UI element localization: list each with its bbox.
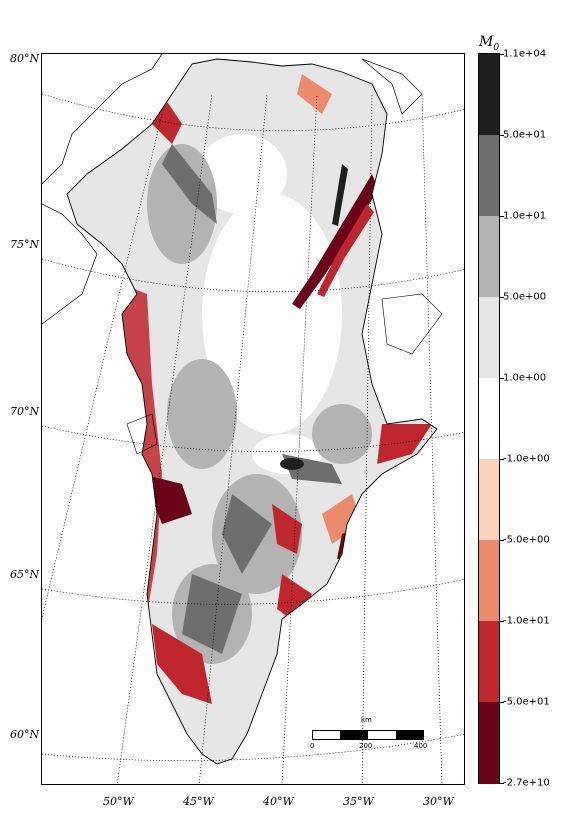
lat-label-75: 75°N [10, 238, 40, 251]
colorbar-tick-label: 1.0e+00 [503, 372, 547, 384]
colorbar-tick-label: 1.1e+04 [503, 48, 547, 60]
colorbar-tickmark [500, 135, 504, 136]
colorbar-tickmark [500, 459, 504, 460]
scale-unit: km [361, 716, 372, 724]
colorbar-tickmark [500, 216, 504, 217]
colorbar-segment [479, 216, 499, 298]
canada-coast [42, 54, 163, 185]
colorbar-segment [479, 702, 499, 784]
lat-label-65: 65°N [10, 568, 40, 581]
colorbar-segment [479, 459, 499, 541]
colorbar-segment [479, 297, 499, 379]
colorbar-title: M0 [479, 34, 500, 53]
colorbar-tick-label: -1.0e+01 [503, 615, 550, 627]
colorbar-segment [479, 378, 499, 460]
scale-tick-0: 0 [310, 742, 315, 750]
contour-fields [117, 74, 432, 704]
lon-label-45: 45°W [183, 795, 214, 808]
lon-label-50: 50°W [103, 795, 134, 808]
colorbar-tick-label: -2.7e+10 [503, 777, 550, 789]
colorbar-tickmark [500, 540, 504, 541]
colorbar [478, 53, 500, 784]
colorbar-tick-label: -1.0e+00 [503, 453, 550, 465]
scale-bar: km 0 200 400 [310, 716, 428, 756]
island-outline [361, 58, 423, 115]
colorbar-segment [479, 540, 499, 622]
colorbar-tick-label: 1.0e+01 [503, 210, 547, 222]
colorbar-tickmark [500, 54, 504, 55]
lon-label-40: 40°W [263, 795, 294, 808]
scale-tick-400: 400 [414, 742, 428, 750]
colorbar-segment [479, 54, 499, 136]
greenland-map [42, 54, 464, 784]
lon-label-35: 35°W [343, 795, 374, 808]
colorbar-tickmark [500, 378, 504, 379]
colorbar-segment [479, 135, 499, 217]
lat-label-60: 60°N [10, 728, 40, 741]
lon-label-30: 30°W [423, 795, 454, 808]
colorbar-tick-label: 5.0e+00 [503, 291, 547, 303]
colorbar-tickmark [500, 702, 504, 703]
colorbar-tick-label: 5.0e+01 [503, 129, 547, 141]
colorbar-tick-label: -5.0e+01 [503, 696, 550, 708]
colorbar-tickmark [500, 783, 504, 784]
scale-tick-200: 200 [359, 742, 373, 750]
map-panel [41, 53, 465, 785]
graticule [42, 93, 464, 784]
lat-label-70: 70°N [10, 405, 40, 418]
colorbar-segment [479, 621, 499, 703]
colorbar-tickmark [500, 621, 504, 622]
colorbar-tick-label: -5.0e+00 [503, 534, 550, 546]
lat-label-80: 80°N [10, 52, 40, 65]
colorbar-tickmark [500, 297, 504, 298]
